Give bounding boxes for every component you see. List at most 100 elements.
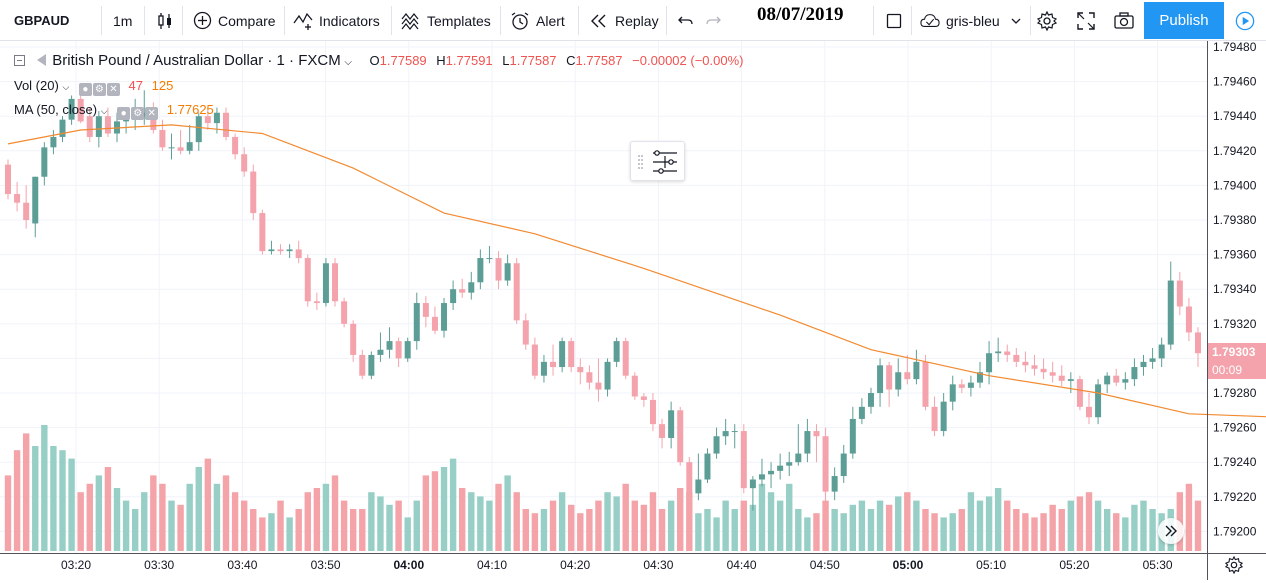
candle [940, 393, 947, 437]
candle [5, 159, 11, 200]
eye-icon[interactable]: ● [117, 107, 131, 120]
candle [967, 375, 974, 397]
ma-legend[interactable]: MA (50, close) ⌵ ● ⚙ ✕ 1.77625 [14, 102, 214, 120]
candle [813, 424, 820, 463]
close-icon[interactable]: ✕ [145, 107, 159, 120]
candle [241, 147, 248, 177]
replay-label: Replay [615, 12, 659, 29]
candle [722, 418, 729, 445]
candle-body [459, 289, 466, 293]
candle [758, 458, 765, 487]
symbol-search[interactable]: GBPAUD [14, 0, 69, 41]
volume-bar [949, 513, 956, 551]
candle [822, 427, 829, 511]
select-tool-button[interactable] [884, 0, 904, 41]
volume-bar [813, 513, 820, 551]
eye-icon[interactable]: ● [78, 83, 92, 96]
candle-body [895, 372, 902, 390]
volume-bar [749, 504, 757, 551]
symbol-description[interactable]: British Pound / Australian Dollar · 1 · … [52, 52, 341, 69]
close-icon[interactable]: ✕ [106, 83, 120, 96]
scroll-to-realtime-button[interactable] [1158, 518, 1184, 544]
publish-button[interactable]: Publish [1144, 2, 1224, 39]
candle-body [659, 424, 666, 438]
volume-bar [458, 488, 466, 551]
candle [858, 398, 865, 425]
alert-label: Alert [536, 12, 565, 29]
divider [578, 6, 579, 35]
fullscreen-button[interactable] [1076, 0, 1096, 41]
chart-type-button[interactable] [155, 0, 175, 41]
chart-area[interactable]: 1.79480 1.79460 1.79440 1.79420 1.79400 1.793… [0, 40, 1266, 580]
chevron-down-icon[interactable]: ⌵ [62, 82, 70, 92]
candle-body [177, 147, 184, 151]
volume-legend[interactable]: Vol (20) ⌵ ● ⚙ ✕ 47 125 [14, 78, 173, 96]
candle [195, 112, 202, 151]
compare-button[interactable]: Compare [192, 0, 276, 41]
candle-body [359, 354, 366, 376]
candle-body [677, 410, 684, 463]
volume-bar [913, 500, 920, 551]
object-tree-button[interactable] [630, 141, 685, 181]
volume-bar [1049, 504, 1056, 551]
snapshot-button[interactable] [1114, 0, 1134, 41]
candle-body [1167, 280, 1174, 345]
replay-button[interactable]: Replay [589, 0, 659, 41]
candle [86, 107, 93, 143]
collapse-icon[interactable] [14, 55, 25, 66]
gear-icon[interactable]: ⚙ [92, 83, 106, 96]
candle-body [14, 194, 21, 203]
candle [686, 457, 693, 497]
candle-body [332, 263, 339, 302]
divider [873, 6, 874, 35]
price-axis[interactable]: 1.79480 1.79460 1.79440 1.79420 1.79400 1.793… [1213, 40, 1257, 538]
layout-button[interactable]: gris-bleu [920, 0, 1026, 41]
settings-button[interactable] [1037, 0, 1057, 41]
alert-button[interactable]: Alert [510, 0, 565, 41]
candle [976, 361, 983, 388]
candle [277, 244, 284, 255]
candle [531, 337, 538, 380]
candle-body [513, 263, 520, 321]
gear-icon[interactable]: ⚙ [131, 107, 145, 120]
volume-bar [677, 488, 684, 551]
price-chart[interactable]: 1.79480 1.79460 1.79440 1.79420 1.79400 1.793… [0, 40, 1266, 580]
candle-body [1185, 306, 1192, 333]
candle-body [1049, 372, 1056, 376]
candle-body [822, 436, 829, 492]
volume-bar [222, 475, 230, 551]
chevron-down-icon[interactable]: ⌵ [100, 106, 108, 116]
candle-body [568, 341, 575, 368]
candle [313, 292, 320, 310]
volume-bar [786, 483, 793, 551]
redo-button[interactable] [703, 0, 723, 41]
chevron-down-icon[interactable]: ⌵ [344, 57, 352, 68]
play-button[interactable] [1226, 2, 1264, 39]
templates-button[interactable]: Templates [401, 0, 491, 41]
volume-bar [1094, 500, 1102, 551]
candle-body [377, 349, 384, 355]
candle [322, 258, 329, 307]
candle-body [995, 351, 1002, 354]
candle [431, 306, 438, 335]
time-tick-label: 03:20 [61, 558, 91, 572]
interval-button[interactable]: 1m [113, 0, 132, 41]
candle-body [704, 453, 711, 480]
candle-body [23, 202, 30, 220]
volume-bar [150, 475, 157, 551]
axis-settings-button[interactable] [1224, 555, 1244, 575]
volume-bar [568, 504, 575, 551]
candle [459, 278, 466, 298]
candle-body [1149, 358, 1156, 362]
compare-label: Compare [218, 12, 276, 29]
candle-body [41, 147, 48, 177]
divider [182, 6, 183, 35]
candle-body [322, 263, 329, 304]
candle-body [250, 171, 257, 214]
candle [59, 116, 66, 143]
indicators-button[interactable]: Indicators [293, 0, 380, 41]
time-axis[interactable]: 03:20 03:30 03:40 03:50 04:00 04:10 04:20 04:30… [61, 558, 1173, 572]
candle-body [686, 462, 693, 494]
undo-button[interactable] [676, 0, 696, 41]
volume-bar [867, 509, 875, 551]
